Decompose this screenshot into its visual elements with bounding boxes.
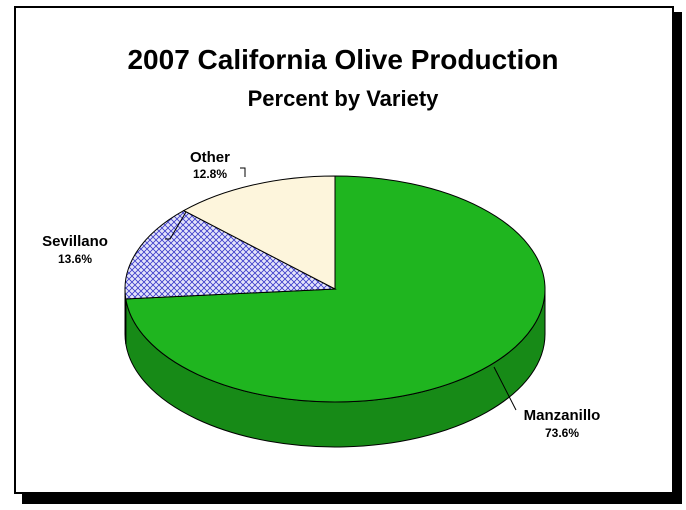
slice-sevillano: [124, 210, 337, 300]
slice-label-name: Sevillano: [42, 233, 108, 250]
leader-line-sevillano: [165, 211, 187, 240]
slice-label-name: Manzanillo: [524, 407, 601, 424]
pie-leaders: [165, 167, 517, 411]
slice-other: [182, 175, 336, 290]
chart-title: 2007 California Olive Production: [127, 44, 559, 75]
slice-label-value: 73.6%: [545, 426, 579, 440]
slice-label-value: 13.6%: [58, 252, 92, 266]
leader-line-other: [240, 167, 246, 177]
label-other: Other 12.8%: [190, 149, 230, 181]
label-manzanillo: Manzanillo 73.6%: [524, 407, 601, 440]
pie-top: [124, 175, 546, 403]
leader-line-manzanillo: [493, 366, 517, 411]
chart-subtitle: Percent by Variety: [247, 86, 439, 111]
slice-label-value: 12.8%: [193, 167, 227, 181]
label-sevillano: Sevillano 13.6%: [42, 233, 108, 266]
slice-label-name: Other: [190, 149, 230, 166]
